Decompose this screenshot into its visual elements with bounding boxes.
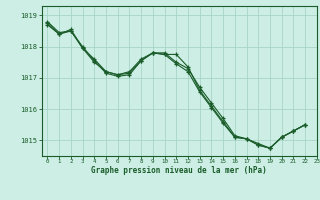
- X-axis label: Graphe pression niveau de la mer (hPa): Graphe pression niveau de la mer (hPa): [91, 166, 267, 175]
